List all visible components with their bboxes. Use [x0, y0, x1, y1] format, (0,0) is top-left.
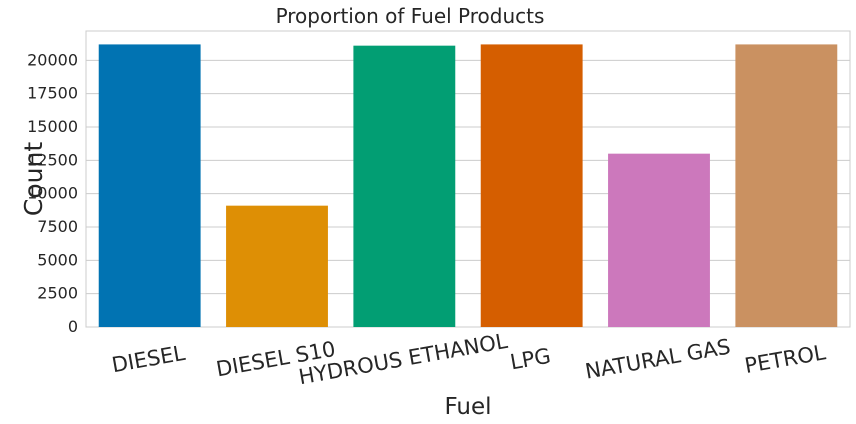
bar-diesel — [98, 44, 201, 328]
bar-petrol — [735, 44, 838, 328]
y-tick-label: 20000 — [27, 50, 78, 69]
x-axis-label: Fuel — [444, 394, 491, 420]
y-tick-label: 17500 — [27, 84, 78, 103]
x-tick-label: LPG — [508, 344, 552, 375]
x-tick-label: NATURAL GAS — [583, 335, 732, 384]
bar-hydrous-ethanol — [353, 45, 456, 328]
y-tick-label: 5000 — [37, 250, 78, 269]
chart-title: Proportion of Fuel Products — [276, 4, 545, 28]
x-tick-label: DIESEL — [110, 341, 187, 378]
bar-lpg — [480, 44, 583, 328]
y-tick-labels: 0 2500 5000 7500 10000 12500 15000 17500 20000 — [27, 50, 78, 336]
y-tick-label: 10000 — [27, 184, 78, 203]
bar-natural-gas — [608, 153, 710, 327]
x-tick-label: PETROL — [743, 340, 828, 378]
y-tick-label: 2500 — [37, 284, 78, 303]
bars — [98, 44, 838, 328]
y-tick-label: 0 — [68, 317, 78, 336]
bar-diesel-s10 — [226, 205, 328, 327]
y-axis-label: Count — [19, 142, 48, 216]
y-tick-label: 7500 — [37, 217, 78, 236]
grid-lines — [86, 59, 850, 328]
y-tick-label: 15000 — [27, 117, 78, 136]
y-tick-label: 12500 — [27, 150, 78, 169]
plot-background — [85, 30, 851, 328]
